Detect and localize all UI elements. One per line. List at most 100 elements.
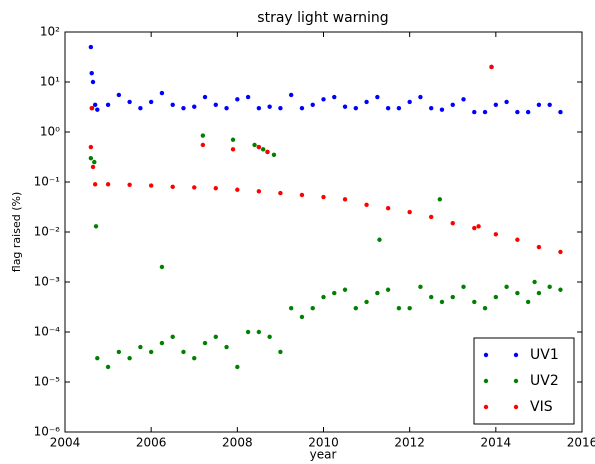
point [235,97,240,102]
point [321,294,326,300]
point [159,90,165,96]
x-tick-label: 2016 [567,436,595,450]
point [299,192,305,198]
point [235,187,240,192]
point [364,99,369,105]
point [429,214,434,220]
point [385,205,391,211]
point [429,294,434,300]
point [138,344,143,350]
y-tick-label: 10² [40,25,60,39]
point [213,186,218,191]
point [504,99,509,105]
point [159,264,165,270]
point [332,94,337,100]
point [170,102,175,107]
point [461,284,466,290]
point [278,105,283,111]
legend-marker [513,404,519,410]
point [476,224,481,229]
y-tick-label: 10⁻¹ [34,175,61,189]
point [127,99,132,105]
y-tick-label: 10¹ [40,75,60,89]
point [105,182,111,187]
point [504,284,509,290]
point [450,102,455,107]
legend-marker [483,352,489,358]
point [342,104,348,109]
point [299,105,305,111]
point [138,105,143,111]
x-tick-label: 2010 [308,436,339,450]
x-tick-label: 2006 [136,436,167,450]
legend-label: UV1 [530,347,559,363]
x-axis-label: year [310,448,337,462]
point [252,142,257,148]
point [88,155,94,161]
x-tick-label: 2008 [222,436,253,450]
point [95,355,100,361]
point [271,152,277,157]
point [267,334,272,340]
point [105,102,111,107]
point [93,224,99,229]
point [127,355,132,361]
point [377,237,382,242]
point [148,99,154,105]
y-tick-label: 10⁻⁵ [34,375,61,389]
point [202,340,208,346]
y-tick-label: 10⁻⁴ [34,325,61,339]
point [256,105,262,111]
point [385,287,391,292]
point [310,102,315,107]
point [299,314,305,320]
point [230,147,236,152]
point [95,107,100,112]
point [310,305,315,311]
point [200,142,206,148]
point [224,344,229,350]
point [558,287,563,292]
legend-box [473,337,575,425]
point [321,97,326,102]
legend-marker [483,378,489,384]
y-tick-label: 10⁻³ [34,275,61,289]
point [515,237,520,242]
point [321,194,326,200]
point [92,102,98,107]
point [353,305,359,311]
point [525,109,531,115]
point [116,92,122,98]
point [92,159,97,165]
point [407,99,412,105]
point [536,102,542,107]
x-tick-label: 2014 [481,436,512,450]
point [439,299,445,305]
point [375,94,380,100]
legend-marker [513,378,519,384]
point [418,284,423,290]
legend-marker [483,404,489,410]
point [267,104,272,109]
point [493,232,499,237]
legend-label: VIS [530,399,553,415]
point [224,105,229,111]
point [192,355,197,361]
point [407,209,412,215]
point [89,105,94,111]
point [256,144,262,150]
legend-marker [513,352,519,358]
point [235,364,240,370]
point [148,349,154,355]
point [89,70,94,76]
point [536,290,542,296]
point [342,287,348,292]
legend-label: UV2 [530,373,559,389]
point [532,279,537,285]
y-axis-label: flag raised (%) [10,192,23,272]
y-tick-label: 10⁻⁶ [34,425,61,439]
y-tick-label: 10⁰ [40,125,60,139]
y-tick-label: 10⁻² [34,225,61,239]
chart-title: stray light warning [257,10,388,26]
point [396,305,402,311]
